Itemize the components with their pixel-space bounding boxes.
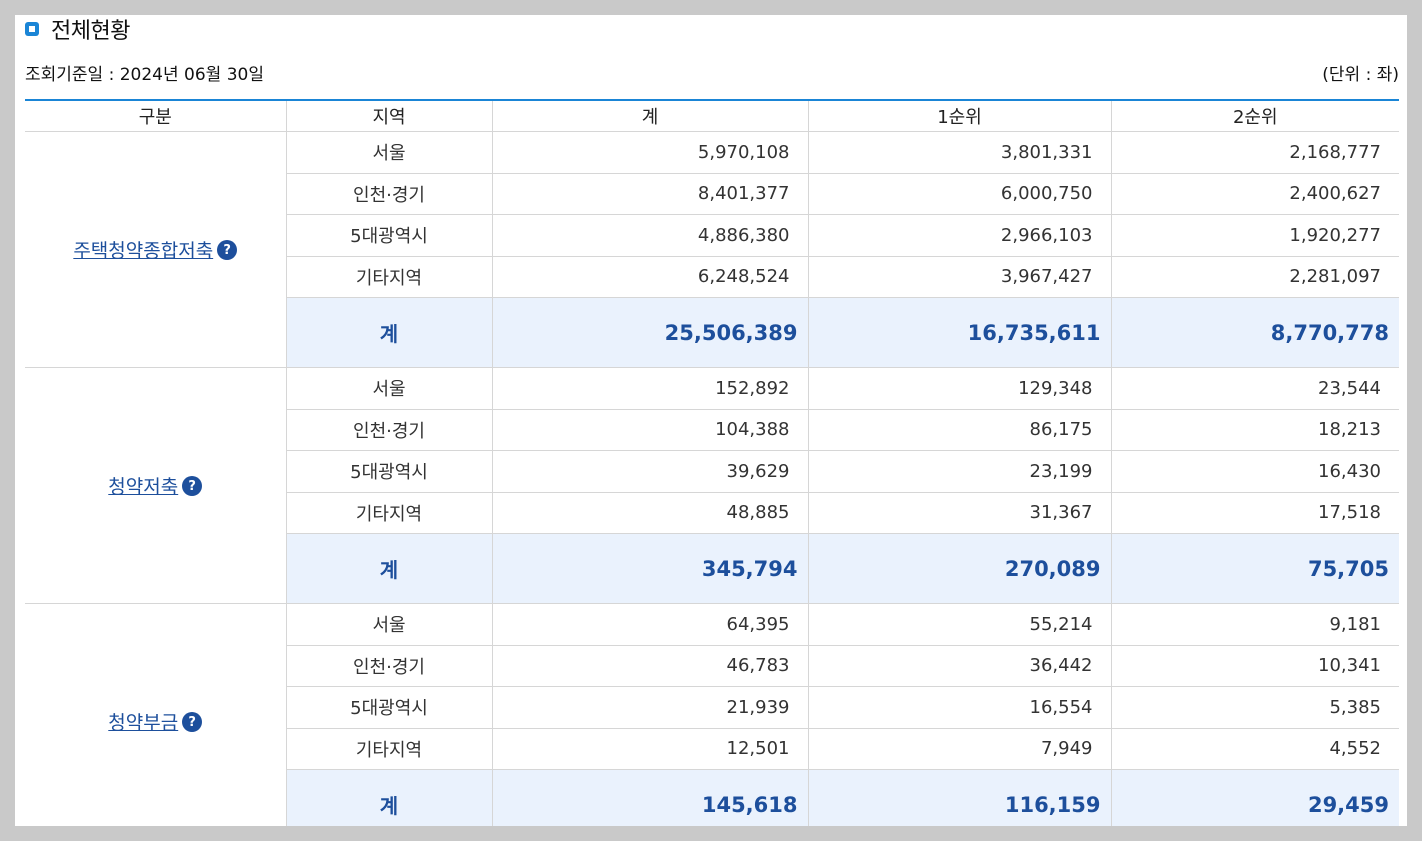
category-cell: 청약부금? — [25, 603, 286, 826]
page-title: 전체현황 — [51, 19, 130, 44]
second-rank-cell: 8,770,778 — [1110, 297, 1399, 368]
first-rank-cell: 129,348 — [807, 367, 1111, 410]
status-table: 구분 지역 계 1순위 2순위 주택청약종합저축? 서울 5,970,108 3,80… — [25, 99, 1399, 826]
total-cell: 104,388 — [491, 409, 808, 451]
first-rank-cell: 36,442 — [807, 645, 1111, 687]
table-row: 인천·경기 104,388 86,175 18,213 — [25, 409, 1399, 451]
second-rank-cell: 17,518 — [1110, 492, 1399, 534]
total-cell: 345,794 — [491, 533, 808, 604]
second-rank-cell: 2,400,627 — [1110, 173, 1399, 215]
second-rank-cell: 23,544 — [1110, 367, 1399, 410]
unit-label: (단위 : 좌) — [1322, 64, 1399, 85]
total-cell: 4,886,380 — [491, 214, 808, 257]
table-row: 기타지역 6,248,524 3,967,427 2,281,097 — [25, 256, 1399, 298]
table-header-row: 구분 지역 계 1순위 2순위 — [25, 99, 1399, 132]
table-row: 주택청약종합저축? 서울 5,970,108 3,801,331 2,168,777 — [25, 131, 1399, 368]
region-cell: 기타지역 — [285, 728, 492, 770]
region-cell: 인천·경기 — [285, 409, 492, 451]
region-cell: 인천·경기 — [285, 173, 492, 215]
table-row: 5대광역시 39,629 23,199 16,430 — [25, 450, 1399, 493]
total-cell: 21,939 — [491, 686, 808, 729]
header-first-rank: 1순위 — [807, 99, 1111, 132]
category-cell: 청약저축? — [25, 367, 286, 604]
region-cell: 계 — [285, 533, 492, 604]
total-cell: 48,885 — [491, 492, 808, 534]
category-link[interactable]: 주택청약종합저축 — [73, 240, 214, 262]
total-cell: 5,970,108 — [491, 131, 808, 174]
region-cell: 계 — [285, 769, 492, 826]
region-cell: 서울 — [285, 367, 492, 410]
page-background — [0, 826, 1422, 841]
first-rank-cell: 2,966,103 — [807, 214, 1111, 257]
help-icon[interactable]: ? — [182, 476, 203, 496]
region-cell: 5대광역시 — [285, 450, 492, 493]
total-cell: 145,618 — [491, 769, 808, 826]
region-cell: 5대광역시 — [285, 214, 492, 257]
second-rank-cell: 4,552 — [1110, 728, 1399, 770]
second-rank-cell: 2,168,777 — [1110, 131, 1399, 174]
square-bullet-icon — [25, 22, 39, 36]
meta-row: 조회기준일 : 2024년 06월 30일 (단위 : 좌) — [25, 61, 1399, 85]
second-rank-cell: 1,920,277 — [1110, 214, 1399, 257]
status-panel: 전체현황 조회기준일 : 2024년 06월 30일 (단위 : 좌) 구분 지… — [15, 15, 1407, 826]
header-category: 구분 — [25, 99, 286, 132]
table-row: 기타지역 12,501 7,949 4,552 — [25, 728, 1399, 770]
second-rank-cell: 29,459 — [1110, 769, 1399, 826]
table-row: 청약저축? 서울 152,892 129,348 23,544 — [25, 367, 1399, 604]
first-rank-cell: 86,175 — [807, 409, 1111, 451]
first-rank-cell: 3,967,427 — [807, 256, 1111, 298]
first-rank-cell: 16,735,611 — [807, 297, 1111, 368]
first-rank-cell: 16,554 — [807, 686, 1111, 729]
first-rank-cell: 3,801,331 — [807, 131, 1111, 174]
table-total-row: 계 25,506,389 16,735,611 8,770,778 — [25, 297, 1399, 368]
header-region: 지역 — [285, 99, 492, 132]
region-cell: 서울 — [285, 603, 492, 646]
first-rank-cell: 55,214 — [807, 603, 1111, 646]
total-cell: 64,395 — [491, 603, 808, 646]
second-rank-cell: 75,705 — [1110, 533, 1399, 604]
region-cell: 5대광역시 — [285, 686, 492, 729]
total-cell: 152,892 — [491, 367, 808, 410]
first-rank-cell: 270,089 — [807, 533, 1111, 604]
first-rank-cell: 116,159 — [807, 769, 1111, 826]
second-rank-cell: 10,341 — [1110, 645, 1399, 687]
category-link[interactable]: 청약저축 — [108, 476, 179, 498]
region-cell: 서울 — [285, 131, 492, 174]
help-icon[interactable]: ? — [217, 240, 238, 260]
region-cell: 기타지역 — [285, 492, 492, 534]
total-cell: 39,629 — [491, 450, 808, 493]
category-link[interactable]: 청약부금 — [108, 712, 179, 734]
first-rank-cell: 31,367 — [807, 492, 1111, 534]
category-cell: 주택청약종합저축? — [25, 131, 286, 368]
total-cell: 12,501 — [491, 728, 808, 770]
first-rank-cell: 7,949 — [807, 728, 1111, 770]
base-date: 조회기준일 : 2024년 06월 30일 — [25, 64, 264, 85]
second-rank-cell: 16,430 — [1110, 450, 1399, 493]
region-cell: 계 — [285, 297, 492, 368]
header-total: 계 — [491, 99, 808, 132]
table-row: 인천·경기 8,401,377 6,000,750 2,400,627 — [25, 173, 1399, 215]
header-second-rank: 2순위 — [1110, 99, 1399, 132]
region-cell: 기타지역 — [285, 256, 492, 298]
first-rank-cell: 23,199 — [807, 450, 1111, 493]
table-row: 5대광역시 21,939 16,554 5,385 — [25, 686, 1399, 729]
total-cell: 25,506,389 — [491, 297, 808, 368]
table-total-row: 계 145,618 116,159 29,459 — [25, 769, 1399, 826]
table-row: 청약부금? 서울 64,395 55,214 9,181 — [25, 603, 1399, 826]
region-cell: 인천·경기 — [285, 645, 492, 687]
second-rank-cell: 18,213 — [1110, 409, 1399, 451]
title-row: 전체현황 — [25, 15, 130, 44]
second-rank-cell: 5,385 — [1110, 686, 1399, 729]
second-rank-cell: 9,181 — [1110, 603, 1399, 646]
first-rank-cell: 6,000,750 — [807, 173, 1111, 215]
total-cell: 6,248,524 — [491, 256, 808, 298]
total-cell: 46,783 — [491, 645, 808, 687]
help-icon[interactable]: ? — [182, 712, 203, 732]
table-row: 5대광역시 4,886,380 2,966,103 1,920,277 — [25, 214, 1399, 257]
second-rank-cell: 2,281,097 — [1110, 256, 1399, 298]
table-row: 기타지역 48,885 31,367 17,518 — [25, 492, 1399, 534]
table-total-row: 계 345,794 270,089 75,705 — [25, 533, 1399, 604]
table-row: 인천·경기 46,783 36,442 10,341 — [25, 645, 1399, 687]
total-cell: 8,401,377 — [491, 173, 808, 215]
